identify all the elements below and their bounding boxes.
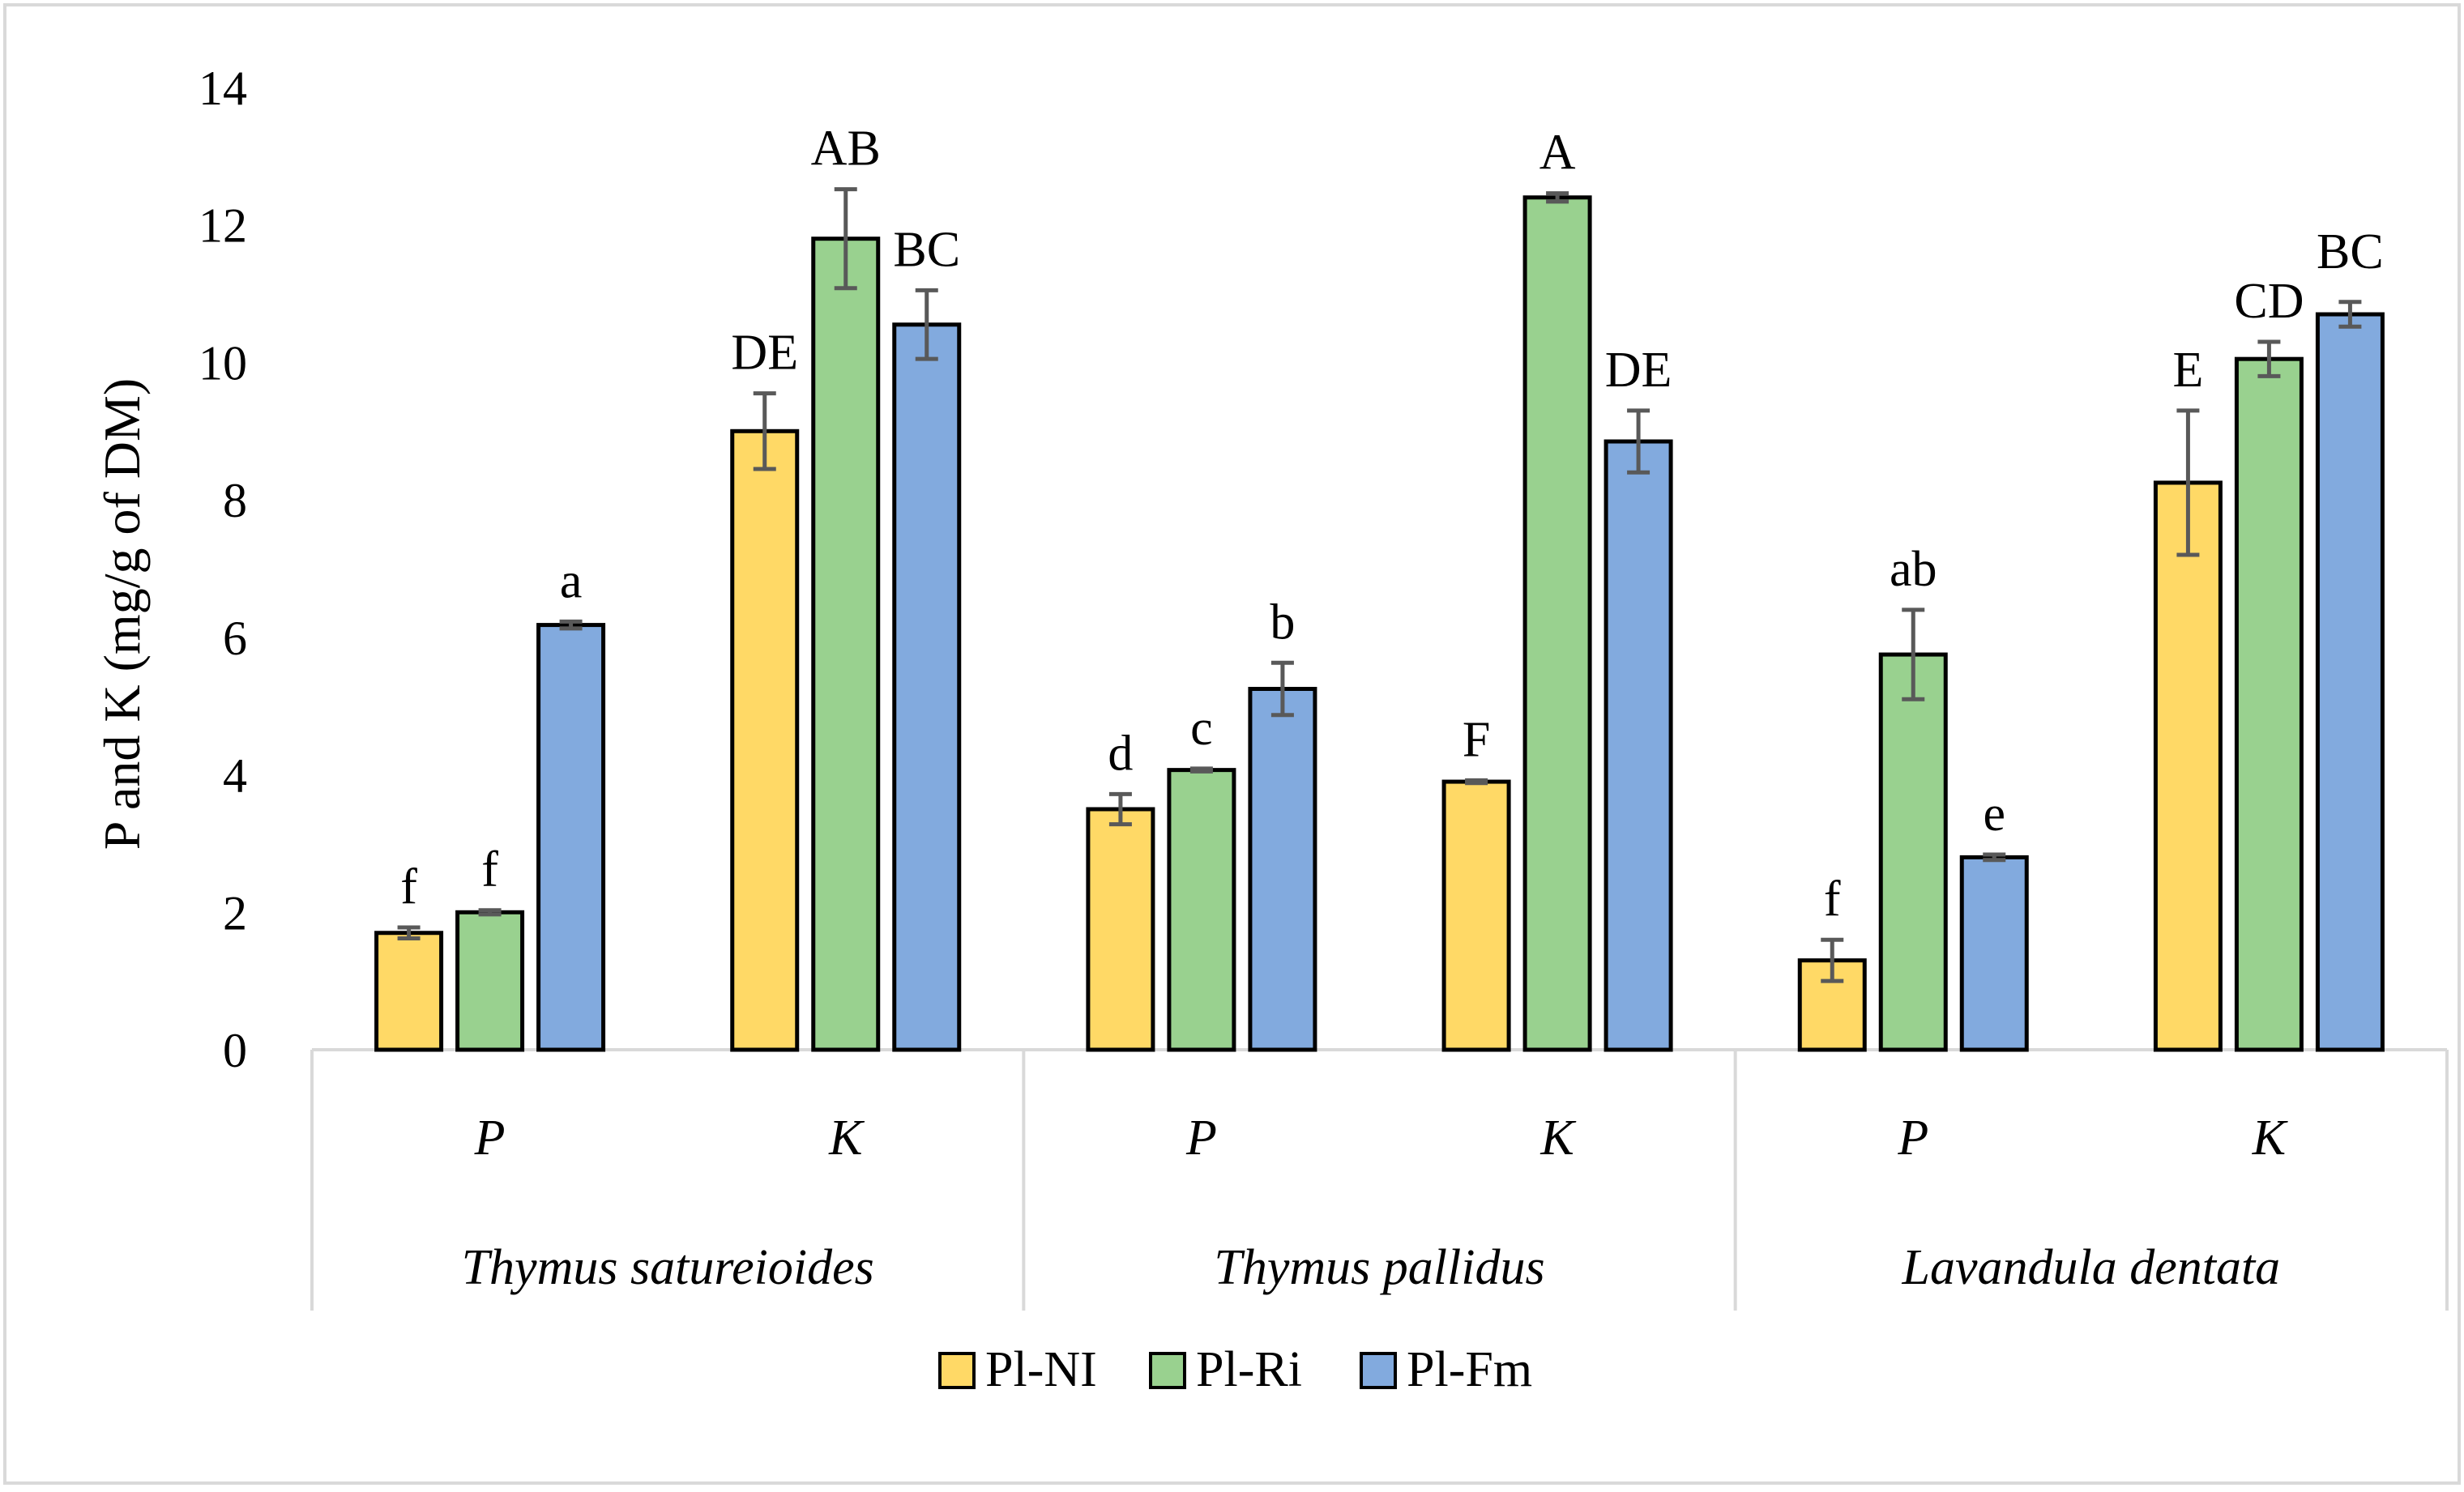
bar <box>2234 356 2304 1052</box>
bar-data-label: f <box>400 859 417 914</box>
category-label: P <box>1185 1110 1217 1166</box>
bar-data-label: E <box>2172 343 2203 398</box>
bar <box>1086 807 1155 1052</box>
bar-data-label: c <box>1190 701 1213 756</box>
y-tick-label: 8 <box>223 474 247 527</box>
bar <box>811 237 881 1052</box>
chart-border <box>3 3 2461 1485</box>
bar-data-label: A <box>1539 126 1576 181</box>
y-tick-label: 6 <box>223 612 247 665</box>
legend: Pl-NI Pl-Ri Pl-Fm <box>938 1342 1532 1397</box>
y-tick-label: 12 <box>199 199 247 253</box>
y-tick-label: 14 <box>199 62 247 115</box>
bar <box>2315 312 2385 1052</box>
bar-data-label: a <box>560 553 583 608</box>
bar <box>455 910 525 1052</box>
legend-label: Pl-NI <box>985 1342 1097 1397</box>
bar <box>1959 855 2029 1052</box>
category-label: K <box>1539 1110 1577 1166</box>
x-axis-frame <box>310 1048 2449 1311</box>
bar-data-label: BC <box>2317 224 2384 279</box>
bar <box>730 428 800 1052</box>
legend-swatch <box>938 1352 976 1389</box>
bar-data-label: DE <box>1605 343 1672 398</box>
error-bars <box>397 187 2362 983</box>
bar-data-label: AB <box>811 121 881 177</box>
bar-data-label: e <box>1983 786 2005 842</box>
y-tick-label: 0 <box>223 1024 247 1077</box>
bar-data-label: b <box>1270 595 1295 650</box>
legend-label: Pl-Fm <box>1407 1342 1532 1397</box>
bar-data-label: d <box>1108 726 1133 781</box>
y-tick-label: 4 <box>223 749 247 803</box>
bar <box>1248 687 1317 1052</box>
y-tick-label: 10 <box>199 336 247 390</box>
y-tick-label: 2 <box>223 886 247 940</box>
bar-data-label: f <box>1824 872 1841 927</box>
y-axis-ticks: 0 2 4 6 8 10 12 14 <box>199 62 247 1077</box>
bar-data-label: ab <box>1890 542 1937 597</box>
bar <box>1441 779 1511 1052</box>
bar <box>1522 195 1592 1052</box>
bar-data-label: F <box>1463 712 1490 767</box>
group-label: Lavandula dentata <box>1901 1240 2280 1295</box>
x-axis-labels: P K Thymus satureioides P K Thymus pallidus P K… <box>462 1110 2289 1295</box>
legend-swatch <box>1149 1352 1186 1389</box>
category-label: K <box>2252 1110 2289 1166</box>
category-label: K <box>828 1110 865 1166</box>
bar-data-label: f <box>481 842 498 897</box>
group-label: Thymus pallidus <box>1214 1240 1544 1295</box>
bar <box>374 931 444 1052</box>
bar-data-label: BC <box>893 222 960 277</box>
bar <box>536 623 606 1052</box>
category-label: P <box>474 1110 506 1166</box>
bar <box>2153 480 2223 1052</box>
bar <box>1167 768 1236 1052</box>
bars <box>374 195 2385 1052</box>
bar <box>1604 439 1673 1052</box>
bar-data-label: CD <box>2234 274 2304 329</box>
legend-label: Pl-Ri <box>1196 1342 1302 1397</box>
bar <box>1878 652 1948 1052</box>
legend-swatch <box>1360 1352 1397 1389</box>
bar <box>892 322 962 1052</box>
y-axis-label: P and K (mg/g of DM) <box>93 378 151 850</box>
bar-data-label: DE <box>731 326 798 381</box>
group-label: Thymus satureioides <box>462 1240 874 1295</box>
category-label: P <box>1897 1110 1928 1166</box>
